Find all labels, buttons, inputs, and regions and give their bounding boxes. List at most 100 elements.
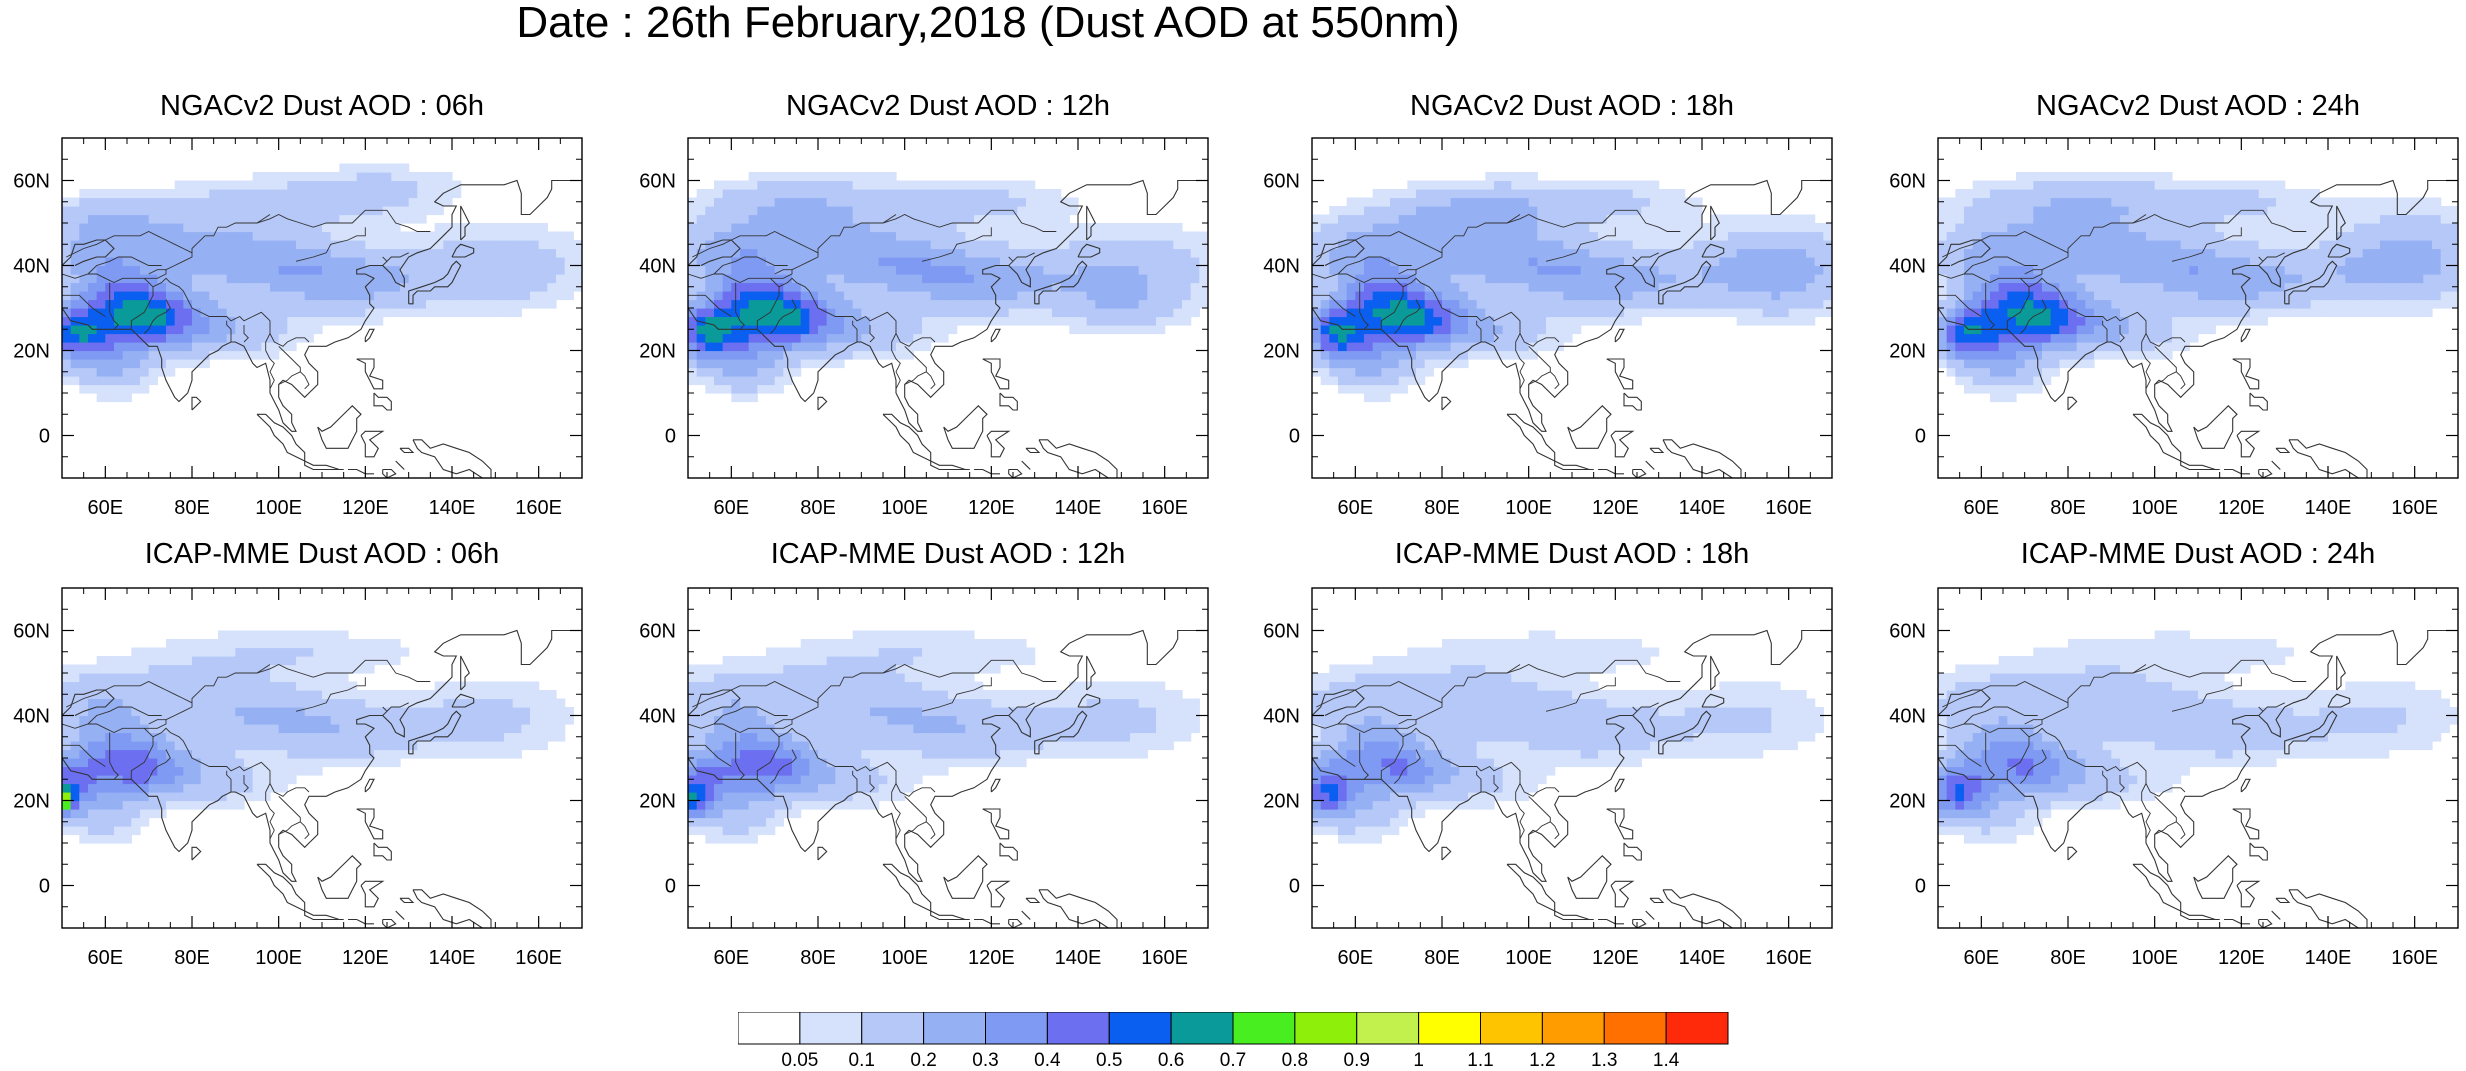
- coastline: [1606, 808, 1634, 840]
- lat-tick-label: 0: [1289, 876, 1300, 898]
- map-plot: 60E 80E 100E 120E 140E 160E 0 20N 40N 60N: [639, 587, 1209, 969]
- lon-tick-label: 120E: [342, 947, 389, 969]
- coastline: [1662, 439, 1742, 478]
- border-line: [1485, 664, 1521, 674]
- coastline: [356, 358, 384, 390]
- coastline: [1662, 889, 1742, 928]
- coastline: [304, 460, 344, 471]
- border-line: [2111, 664, 2147, 674]
- border-line: [152, 277, 310, 347]
- border-line: [2019, 749, 2047, 784]
- border-line: [852, 320, 858, 342]
- coastline: [2284, 710, 2338, 755]
- border-line: [713, 706, 788, 725]
- lat-tick-label: 0: [665, 426, 676, 448]
- coastline: [2275, 897, 2291, 904]
- coastline: [1077, 693, 1101, 708]
- coastline: [364, 328, 375, 343]
- coastline: [943, 405, 988, 449]
- coastline: [2180, 460, 2220, 471]
- lon-tick-label: 140E: [429, 947, 476, 969]
- border-line: [62, 744, 106, 767]
- border-line: [143, 299, 171, 334]
- coastline: [451, 243, 475, 258]
- colorbar-swatch: [1232, 1012, 1296, 1045]
- lon-tick-label: 80E: [800, 947, 836, 969]
- lon-tick-label: 60E: [88, 947, 124, 969]
- coastline: [1021, 460, 1031, 470]
- border-line: [2102, 770, 2108, 792]
- panel-title: ICAP-MME Dust AOD : 24h: [2020, 538, 2376, 570]
- border-line: [861, 664, 897, 674]
- lon-tick-label: 140E: [1055, 947, 1102, 969]
- coastline: [317, 855, 362, 899]
- border-line: [1545, 227, 1616, 262]
- lat-tick-label: 20N: [639, 791, 676, 813]
- coastline: [1938, 179, 2458, 432]
- border-line: [1632, 256, 1638, 262]
- coastline: [1567, 405, 1612, 449]
- coastline: [395, 460, 405, 470]
- colorbar-label: 0.2: [910, 1050, 936, 1068]
- border-line: [235, 664, 271, 674]
- border-line: [2141, 783, 2151, 840]
- coastline: [2271, 910, 2281, 920]
- coastline: [364, 778, 375, 793]
- coastline: [399, 447, 415, 454]
- lat-tick-label: 60N: [1889, 621, 1926, 643]
- coastline: [1441, 396, 1452, 411]
- colorbar-swatch: [923, 1012, 986, 1045]
- panel-title: ICAP-MME Dust AOD : 18h: [1394, 538, 1750, 570]
- lon-tick-label: 100E: [881, 947, 928, 969]
- coastline: [930, 910, 970, 921]
- lon-tick-label: 140E: [1679, 947, 1726, 969]
- coastline: [408, 710, 462, 755]
- colorbar-swatch: [1108, 1012, 1172, 1045]
- coastline: [999, 392, 1018, 411]
- colorbar-swatch: [985, 1012, 1048, 1045]
- border-line: [66, 230, 193, 258]
- colorbar: 0.05 0.1 0.2 0.3 0.4 0.5 0.6 0.7 0.8 0.9 1 1.1 1.2 1.…: [738, 1012, 1729, 1068]
- lat-tick-label: 0: [665, 876, 676, 898]
- border-line: [62, 294, 106, 317]
- lon-tick-label: 100E: [1505, 497, 1552, 519]
- border-line: [925, 371, 936, 390]
- border-line: [109, 282, 119, 330]
- lon-tick-label: 160E: [515, 947, 562, 969]
- coastline: [460, 655, 470, 691]
- lon-tick-label: 120E: [968, 947, 1015, 969]
- lon-tick-label: 60E: [1964, 947, 2000, 969]
- border-line: [1485, 214, 1521, 224]
- border-line: [904, 345, 927, 385]
- lon-tick-label: 80E: [800, 497, 836, 519]
- lon-tick-label: 140E: [2305, 947, 2352, 969]
- map-plot: 60E 80E 100E 120E 140E 160E 0 20N 40N 60N: [13, 137, 583, 519]
- coastline: [1312, 629, 1832, 882]
- border-line: [148, 269, 166, 275]
- border-line: [1985, 732, 1995, 780]
- lon-tick-label: 160E: [515, 497, 562, 519]
- border-line: [1312, 209, 1681, 283]
- coastline: [412, 439, 492, 478]
- lat-tick-label: 20N: [13, 341, 50, 363]
- coastline: [1441, 846, 1452, 861]
- lon-tick-label: 140E: [2305, 497, 2352, 519]
- panel-title: NGACv2 Dust AOD : 06h: [160, 90, 484, 122]
- lat-tick-label: 40N: [639, 256, 676, 278]
- lat-tick-label: 0: [1289, 426, 1300, 448]
- figure-title: Date : 26th February,2018 (Dust AOD at 5…: [516, 0, 1460, 47]
- lat-tick-label: 0: [39, 426, 50, 448]
- border-line: [1515, 783, 1525, 840]
- map-plot: 60E 80E 100E 120E 140E 160E 0 20N 40N 60N: [1889, 137, 2459, 519]
- coastline: [2193, 405, 2238, 449]
- border-line: [1337, 256, 1412, 275]
- coastline: [1598, 468, 1624, 475]
- border-line: [2171, 677, 2242, 712]
- coastline: [2327, 243, 2351, 258]
- coastline: [1598, 918, 1624, 925]
- lon-tick-label: 160E: [1141, 947, 1188, 969]
- colorbar-label: 1.3: [1591, 1050, 1617, 1068]
- border-line: [265, 333, 275, 390]
- map-panel: NGACv2 Dust AOD : 06h 60E 80E 100E 120E 140E 1…: [0, 90, 640, 583]
- border-line: [2175, 821, 2186, 840]
